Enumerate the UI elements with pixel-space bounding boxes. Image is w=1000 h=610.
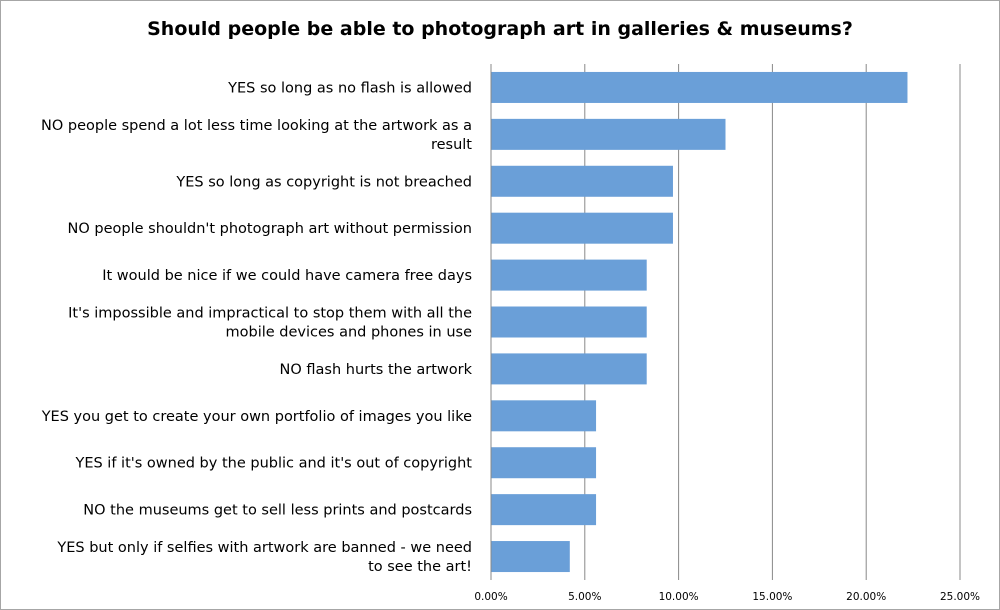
category-label: NO people shouldn't photograph art witho…	[68, 221, 472, 237]
bar	[491, 165, 673, 197]
x-tick-label: 10.00%	[659, 591, 699, 603]
bar	[491, 541, 570, 573]
x-tick-label: 5.00%	[568, 591, 601, 603]
x-tick-label: 25.00%	[940, 591, 980, 603]
bar	[491, 259, 647, 291]
category-label: YES you get to create your own portfolio…	[41, 409, 472, 425]
category-label: YES if it's owned by the public and it's…	[74, 456, 472, 472]
bar	[491, 118, 726, 150]
bar	[491, 212, 673, 244]
category-label: YES but only if selfies with artwork are…	[56, 540, 472, 575]
bar	[491, 71, 908, 103]
bar	[491, 306, 647, 338]
category-label: NO flash hurts the artwork	[280, 362, 473, 378]
x-tick-label: 0.00%	[474, 591, 507, 603]
category-label: It would be nice if we could have camera…	[102, 268, 472, 284]
category-label: YES so long as copyright is not breached	[175, 174, 472, 190]
category-label: NO people spend a lot less time looking …	[41, 118, 472, 153]
bar	[491, 353, 647, 385]
x-tick-label: 15.00%	[752, 591, 792, 603]
x-tick-label: 20.00%	[846, 591, 886, 603]
bar	[491, 400, 597, 432]
chart-title: Should people be able to photograph art …	[147, 18, 853, 40]
category-label: YES so long as no flash is allowed	[227, 80, 472, 96]
bar	[491, 494, 597, 526]
category-label: NO the museums get to sell less prints a…	[83, 503, 472, 519]
category-label: It's impossible and impractical to stop …	[68, 306, 472, 341]
bar	[491, 447, 597, 479]
